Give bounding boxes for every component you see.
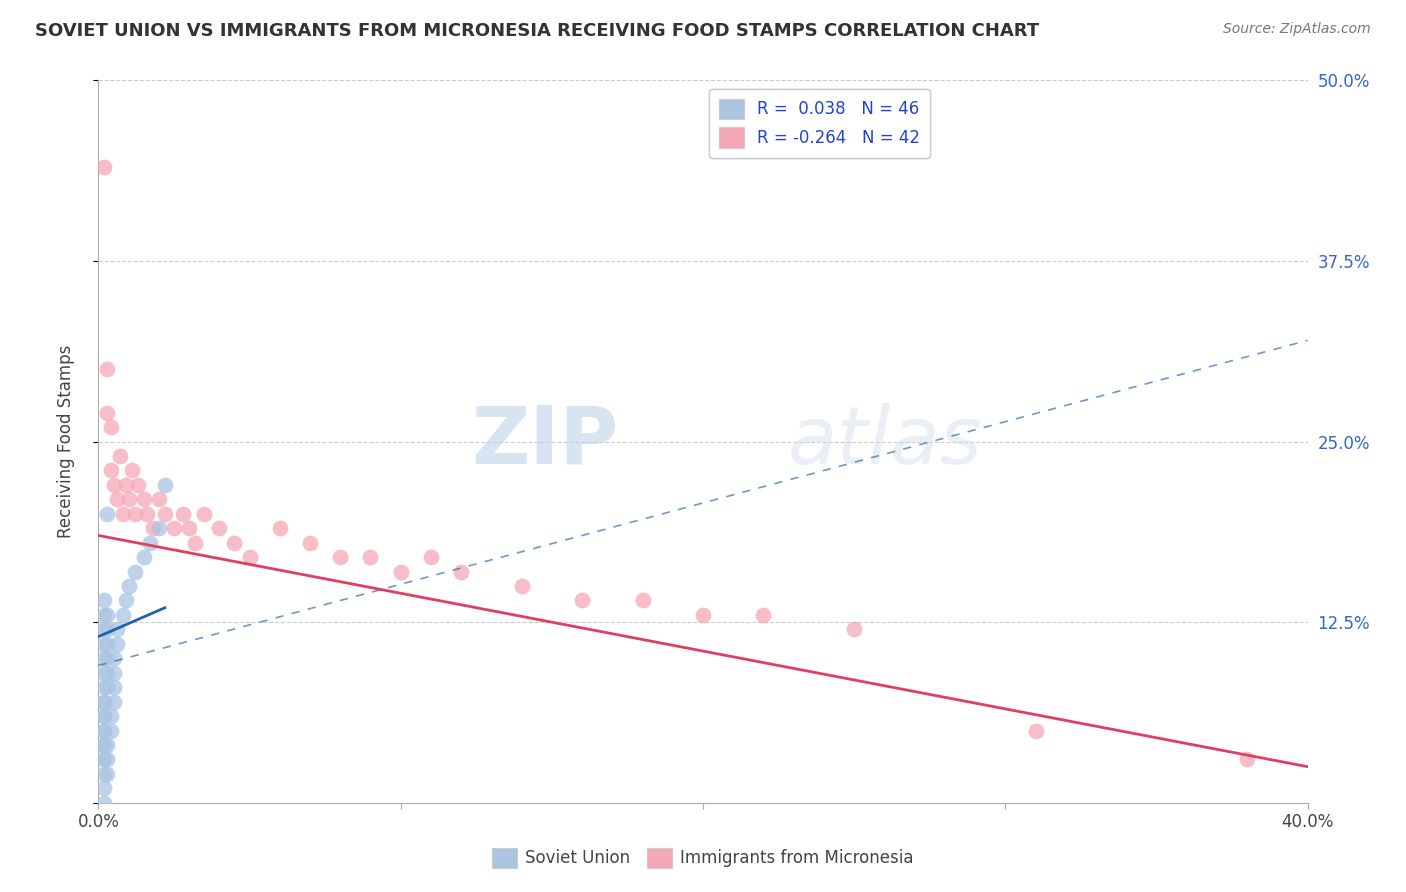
Point <box>571 593 593 607</box>
Point <box>114 593 136 607</box>
Point <box>631 593 654 607</box>
Point <box>135 507 157 521</box>
Legend: Soviet Union, Immigrants from Micronesia: Soviet Union, Immigrants from Micronesia <box>485 841 921 875</box>
Point <box>96 680 118 694</box>
Point <box>93 623 115 637</box>
Point <box>96 738 118 752</box>
Point <box>450 565 472 579</box>
Point <box>100 723 122 738</box>
Point <box>124 565 146 579</box>
Point <box>100 463 122 477</box>
Point <box>96 507 118 521</box>
Point <box>93 767 115 781</box>
Point <box>239 550 262 565</box>
Point <box>132 550 155 565</box>
Point <box>692 607 714 622</box>
Point <box>127 478 149 492</box>
Point <box>96 607 118 622</box>
Point <box>93 160 115 174</box>
Point <box>93 723 115 738</box>
Point <box>93 695 115 709</box>
Point <box>111 607 134 622</box>
Point <box>118 579 141 593</box>
Point <box>510 579 533 593</box>
Point <box>360 550 382 565</box>
Point <box>179 521 201 535</box>
Point <box>208 521 231 535</box>
Point <box>103 680 125 694</box>
Point <box>105 623 128 637</box>
Point <box>96 767 118 781</box>
Point <box>139 535 162 549</box>
Text: SOVIET UNION VS IMMIGRANTS FROM MICRONESIA RECEIVING FOOD STAMPS CORRELATION CHA: SOVIET UNION VS IMMIGRANTS FROM MICRONES… <box>35 22 1039 40</box>
Point <box>299 535 322 549</box>
Point <box>389 565 412 579</box>
Point <box>96 406 118 420</box>
Point <box>108 449 131 463</box>
Point <box>148 521 170 535</box>
Text: ZIP: ZIP <box>471 402 619 481</box>
Point <box>121 463 143 477</box>
Point <box>93 637 115 651</box>
Point <box>100 709 122 723</box>
Point <box>96 623 118 637</box>
Point <box>193 507 215 521</box>
Point <box>103 651 125 665</box>
Point <box>93 680 115 694</box>
Point <box>93 607 115 622</box>
Text: Source: ZipAtlas.com: Source: ZipAtlas.com <box>1223 22 1371 37</box>
Point <box>93 593 115 607</box>
Point <box>93 752 115 766</box>
Point <box>93 738 115 752</box>
Point <box>96 665 118 680</box>
Point <box>752 607 775 622</box>
Point <box>148 492 170 507</box>
Point <box>132 492 155 507</box>
Point <box>96 637 118 651</box>
Point <box>124 507 146 521</box>
Point <box>93 752 115 766</box>
Point <box>1236 752 1258 766</box>
Point <box>329 550 352 565</box>
Point <box>93 709 115 723</box>
Point <box>184 535 207 549</box>
Point <box>96 651 118 665</box>
Point <box>172 507 194 521</box>
Point <box>844 623 866 637</box>
Point <box>105 637 128 651</box>
Point <box>224 535 246 549</box>
Y-axis label: Receiving Food Stamps: Receiving Food Stamps <box>56 345 75 538</box>
Point <box>163 521 186 535</box>
Point <box>114 478 136 492</box>
Point <box>269 521 291 535</box>
Point <box>103 695 125 709</box>
Point <box>93 781 115 796</box>
Point <box>142 521 165 535</box>
Point <box>93 796 115 810</box>
Text: atlas: atlas <box>787 402 983 481</box>
Point <box>93 695 115 709</box>
Point <box>111 507 134 521</box>
Point <box>96 362 118 376</box>
Point <box>420 550 443 565</box>
Point <box>93 651 115 665</box>
Point <box>93 738 115 752</box>
Point <box>153 478 176 492</box>
Point <box>1024 723 1046 738</box>
Point <box>103 478 125 492</box>
Point <box>103 665 125 680</box>
Point <box>93 723 115 738</box>
Point <box>153 507 176 521</box>
Point <box>105 492 128 507</box>
Point <box>96 752 118 766</box>
Point <box>118 492 141 507</box>
Legend: R =  0.038   N = 46, R = -0.264   N = 42: R = 0.038 N = 46, R = -0.264 N = 42 <box>709 88 931 158</box>
Point <box>100 420 122 434</box>
Point <box>93 709 115 723</box>
Point <box>93 665 115 680</box>
